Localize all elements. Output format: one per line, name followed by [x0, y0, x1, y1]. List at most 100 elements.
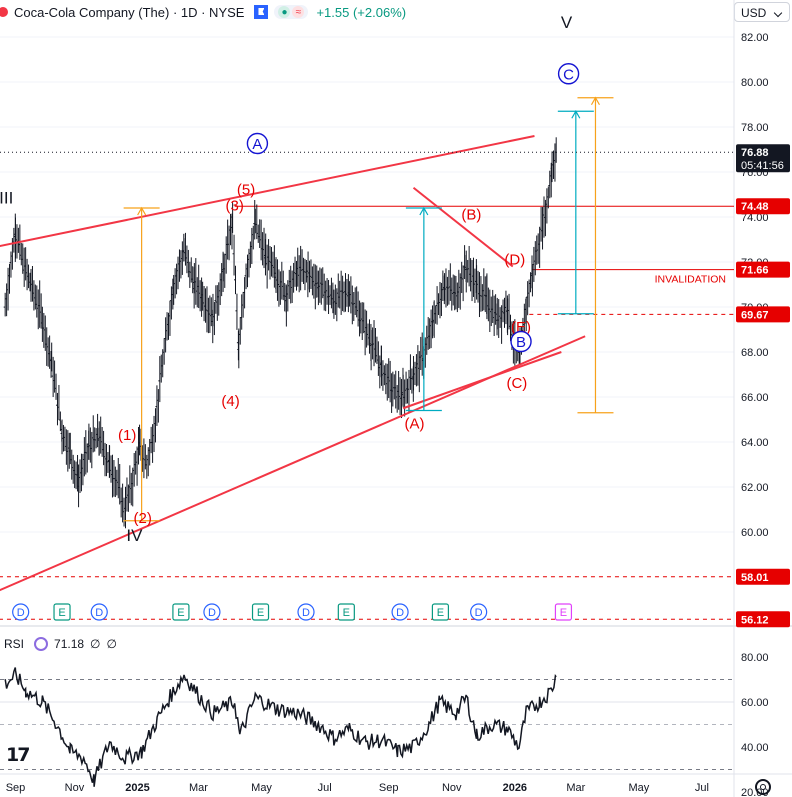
rsi-pane: 80.00 60.00 40.00 20.00 [0, 652, 769, 797]
y-tick-label: 60.00 [741, 527, 769, 539]
price-tag-label: 56.12 [741, 614, 769, 626]
wave-label: III [0, 189, 13, 208]
rsi-tick-label: 80.00 [741, 652, 769, 664]
price-tag [736, 568, 790, 585]
earnings-marker [172, 603, 190, 621]
earnings-marker [337, 603, 355, 621]
earnings-label: E [343, 607, 350, 619]
wave-label: A [252, 136, 262, 153]
price-tag [736, 261, 790, 278]
indicator-pill[interactable]: ● ≈ [274, 5, 309, 19]
earnings-label: E [437, 607, 444, 619]
range-arrow [419, 206, 429, 216]
wave-label: B [516, 334, 526, 351]
x-tick-label: 2025 [125, 782, 149, 794]
dividend-marker [203, 603, 221, 621]
wave-label: (4) [221, 393, 239, 410]
earnings-marker [53, 603, 71, 621]
wave-label: (D) [504, 251, 525, 268]
rsi-label[interactable]: RSI [4, 637, 25, 651]
earnings-marker [251, 603, 270, 621]
rsi-tick-label: 20.00 [741, 787, 769, 797]
x-tick-label: Nov [65, 782, 85, 794]
range-arrow [137, 206, 147, 216]
dividend-marker [90, 603, 108, 621]
price-tag [736, 611, 790, 628]
range-arrow [590, 96, 600, 106]
dividend-label: D [396, 607, 404, 619]
dividend-label: D [475, 607, 483, 619]
earnings-label: E [58, 607, 65, 619]
price-tag-label: 76.88 [741, 147, 769, 159]
null-icon: ∅ [106, 637, 117, 651]
countdown-label: 05:41:56 [741, 160, 784, 172]
flag-icon[interactable] [254, 5, 269, 19]
price-tag [736, 198, 790, 215]
wave-label: (A) [405, 416, 425, 433]
wave-label: (5) [237, 182, 255, 199]
cycle-icon[interactable] [34, 637, 49, 651]
rsi-tick-label: 60.00 [741, 697, 769, 709]
wave-circle [510, 330, 532, 353]
rsi-value: 71.18 [54, 637, 85, 651]
wave-label: (2) [133, 510, 151, 527]
price-tag [736, 306, 790, 323]
tradingview-logo[interactable]: 17 [6, 744, 30, 766]
range-arrow [571, 110, 581, 119]
earnings-label: E [257, 607, 264, 619]
y-tick-label: 82.00 [741, 32, 769, 44]
dividend-marker [391, 603, 409, 621]
earnings-label: E [560, 607, 567, 619]
dividend-marker [12, 603, 30, 621]
wave-circle [246, 132, 269, 155]
earnings-label: E [177, 607, 184, 619]
dividend-label: D [95, 607, 103, 619]
null-icon: ∅ [90, 637, 101, 651]
wave-label: (C) [506, 375, 527, 392]
y-tick-label: 66.00 [741, 392, 769, 404]
price-tag-label: 58.01 [741, 572, 769, 584]
gear-icon[interactable] [755, 779, 771, 795]
wave-label: V [561, 13, 573, 32]
wave-label: (E) [511, 319, 531, 336]
grid [0, 36, 734, 533]
trendline [402, 351, 562, 410]
x-tick-label: May [628, 782, 649, 794]
wave-circle [557, 63, 580, 85]
price-tag [736, 144, 790, 173]
y-tick-label: 78.00 [741, 122, 769, 134]
price-tag-label: 71.66 [741, 265, 769, 277]
y-tick-label: 62.00 [741, 482, 769, 494]
chart-header: Coca-Cola Company (The) · 1D · NYSE ● ≈ … [0, 0, 406, 24]
dividend-marker [297, 603, 315, 621]
y-tick-label: 74.00 [741, 212, 769, 224]
price-change: +1.55 (+2.06%) [316, 4, 407, 20]
rsi-tick-label: 40.00 [741, 742, 769, 754]
earnings-marker [431, 603, 449, 621]
dividend-label: D [208, 607, 216, 619]
x-tick-label: Jul [695, 782, 709, 794]
trendline [412, 186, 514, 268]
green-dot-icon: ● [278, 6, 291, 18]
invalidation-label: INVALIDATION [655, 274, 726, 286]
x-tick-label: Jul [318, 782, 332, 794]
wave-icon: ≈ [292, 6, 305, 18]
x-tick-label: May [251, 782, 272, 794]
price-tag-label: 74.48 [741, 201, 769, 213]
x-tick-label: Mar [189, 782, 208, 794]
wave-label: (1) [118, 427, 136, 444]
dividend-label: D [302, 607, 310, 619]
dividend-label: D [17, 607, 25, 619]
x-tick-label: 2026 [503, 782, 527, 794]
price-tag-label: 69.67 [741, 309, 769, 321]
x-tick-label: Sep [6, 782, 26, 794]
x-tick-label: Sep [379, 782, 399, 794]
rsi-line [4, 667, 557, 787]
y-tick-label: 80.00 [741, 77, 769, 89]
y-tick-label: 64.00 [741, 437, 769, 449]
market-status-dot-icon [0, 7, 8, 17]
wave-label: C [563, 66, 574, 83]
symbol-title[interactable]: Coca-Cola Company (The) · 1D · NYSE [14, 4, 245, 20]
dividend-marker [470, 603, 488, 621]
